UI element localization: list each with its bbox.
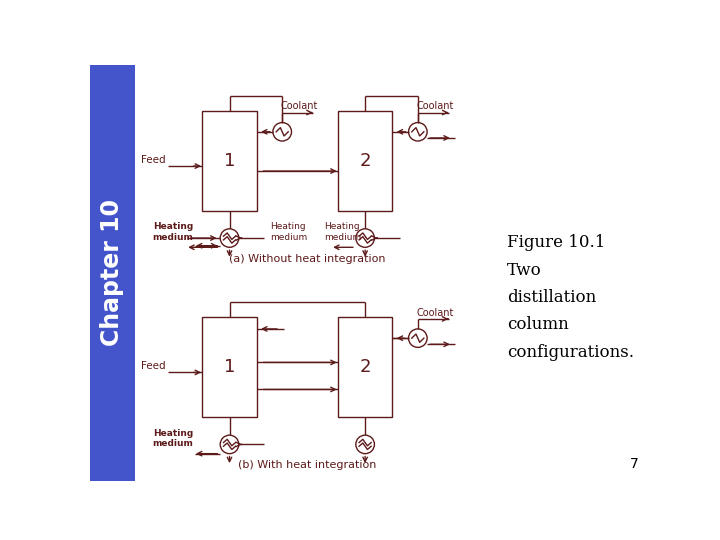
Circle shape — [408, 123, 427, 141]
Bar — [202, 111, 256, 211]
Bar — [202, 318, 256, 417]
Text: Chapter 10: Chapter 10 — [101, 199, 125, 346]
Text: Feed: Feed — [140, 361, 165, 372]
Text: (a) Without heat integration: (a) Without heat integration — [229, 254, 385, 264]
Circle shape — [220, 435, 239, 454]
Text: 7: 7 — [630, 457, 639, 471]
Text: Heating
medium: Heating medium — [270, 222, 307, 241]
Text: 2: 2 — [359, 152, 371, 170]
Text: 1: 1 — [224, 152, 235, 170]
Circle shape — [408, 329, 427, 347]
Bar — [90, 65, 135, 481]
Text: Coolant: Coolant — [416, 102, 454, 111]
Text: Figure 10.1
Two
distillation
column
configurations.: Figure 10.1 Two distillation column conf… — [507, 234, 634, 361]
Text: 1: 1 — [224, 359, 235, 376]
Text: Heating
medium: Heating medium — [153, 222, 194, 241]
Text: Coolant: Coolant — [281, 102, 318, 111]
Circle shape — [273, 123, 292, 141]
Bar — [338, 318, 392, 417]
Text: Coolant: Coolant — [416, 308, 454, 318]
Text: (b) With heat integration: (b) With heat integration — [238, 460, 376, 470]
Text: Feed: Feed — [140, 155, 165, 165]
Circle shape — [356, 229, 374, 247]
Text: Heating
medium: Heating medium — [153, 429, 194, 448]
Text: 2: 2 — [359, 359, 371, 376]
Circle shape — [220, 229, 239, 247]
Circle shape — [356, 435, 374, 454]
Text: Heating
medium: Heating medium — [324, 222, 361, 241]
Bar — [338, 111, 392, 211]
